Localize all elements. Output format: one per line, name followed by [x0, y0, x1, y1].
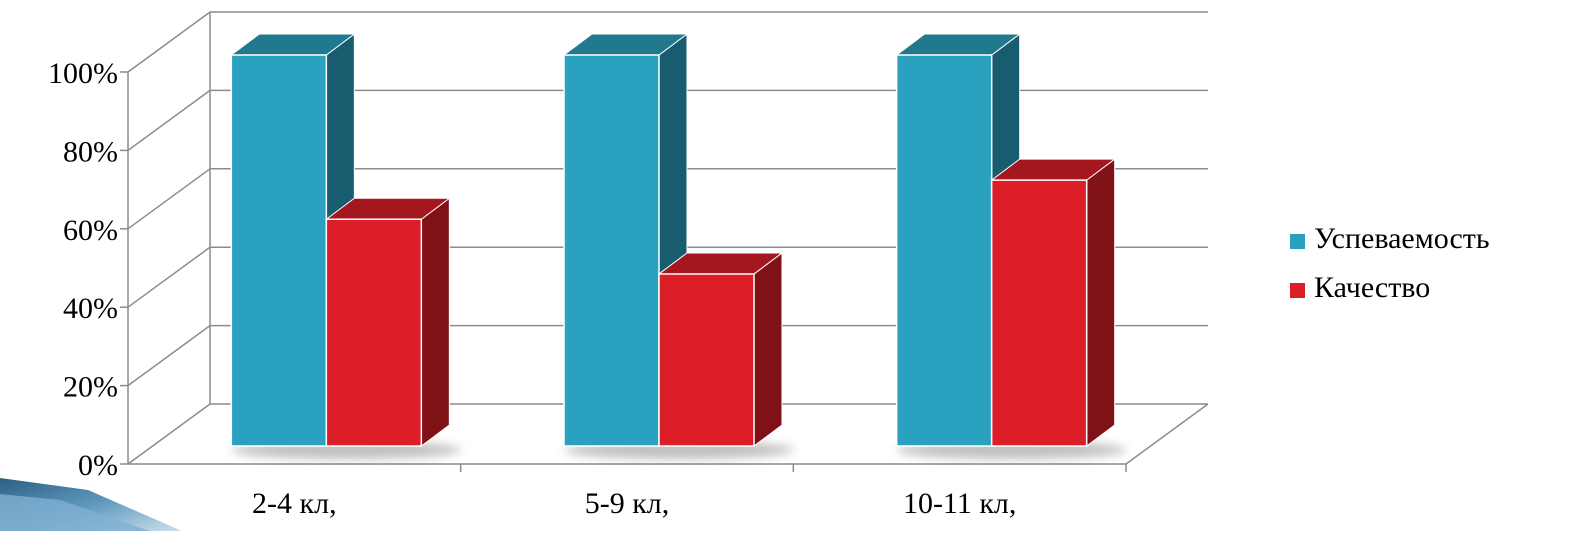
- legend-swatch: [1290, 283, 1305, 298]
- legend: Успеваемость Качество: [1290, 222, 1490, 304]
- y-tick-label: 0%: [78, 449, 118, 482]
- bar-front: [325, 218, 423, 447]
- side-gridline: [127, 403, 211, 465]
- bar: [657, 251, 784, 447]
- y-axis-labels: 0% 20% 40% 60% 80% 100%: [48, 57, 118, 482]
- bar-side: [753, 251, 783, 447]
- legend-item: Успеваемость: [1290, 222, 1490, 255]
- legend-item: Качество: [1290, 271, 1430, 304]
- bar-front: [895, 54, 993, 447]
- side-gridline: [127, 89, 211, 152]
- legend-swatch: [1290, 234, 1305, 249]
- y-tick-label: 40%: [63, 292, 118, 325]
- x-tick-label: 10-11 кл,: [903, 487, 1016, 520]
- bar-front: [230, 54, 328, 447]
- x-axis-labels: 2-4 кл, 5-9 кл, 10-11 кл,: [252, 487, 1016, 520]
- x-tick-label: 5-9 кл,: [585, 487, 670, 520]
- plot-area: [120, 11, 1209, 472]
- y-tick-label: 20%: [63, 371, 118, 404]
- bar-front: [658, 273, 755, 447]
- side-gridline: [127, 246, 211, 308]
- bar: [990, 158, 1117, 447]
- legend-label: Качество: [1314, 271, 1430, 304]
- side-gridline: [127, 324, 211, 387]
- bar-front: [990, 179, 1088, 447]
- x-tick-label: 2-4 кл,: [252, 487, 337, 520]
- slide-corner-decoration: [0, 478, 182, 531]
- side-gridline: [127, 168, 211, 230]
- legend-label: Успеваемость: [1314, 222, 1490, 255]
- y-tick-label: 100%: [48, 57, 118, 90]
- bar: [324, 197, 451, 447]
- bar-side: [1086, 158, 1116, 447]
- y-tick-label: 80%: [63, 135, 118, 168]
- side-gridline: [127, 11, 211, 73]
- y-tick-label: 60%: [63, 214, 118, 247]
- bar-side: [420, 197, 450, 447]
- bar: [229, 33, 356, 447]
- bar-front: [563, 54, 660, 447]
- floor-edge: [1125, 403, 1209, 465]
